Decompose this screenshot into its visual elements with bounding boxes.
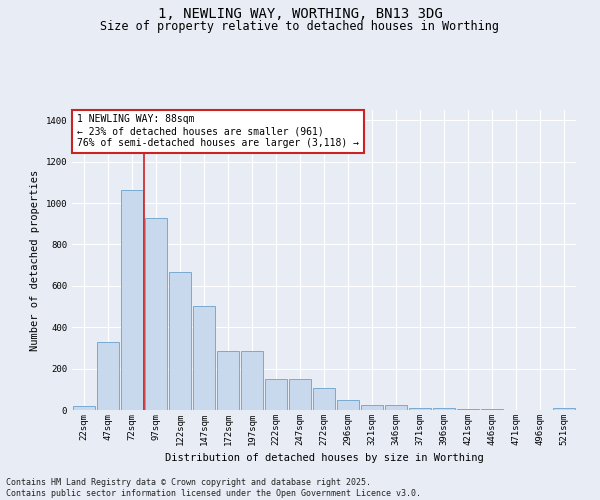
Bar <box>97 342 119 410</box>
Bar <box>313 388 335 410</box>
Bar <box>481 409 503 410</box>
Text: Size of property relative to detached houses in Worthing: Size of property relative to detached ho… <box>101 20 499 33</box>
Bar <box>361 406 383 410</box>
Bar <box>169 272 191 410</box>
Bar <box>433 408 455 410</box>
Bar <box>553 408 575 410</box>
Bar <box>457 409 479 410</box>
Bar <box>145 218 167 410</box>
Bar <box>385 406 407 410</box>
Y-axis label: Number of detached properties: Number of detached properties <box>30 170 40 350</box>
Bar <box>121 190 143 410</box>
Bar <box>193 306 215 410</box>
Bar <box>289 379 311 410</box>
Text: 1 NEWLING WAY: 88sqm
← 23% of detached houses are smaller (961)
76% of semi-deta: 1 NEWLING WAY: 88sqm ← 23% of detached h… <box>77 114 359 148</box>
Bar <box>217 351 239 410</box>
Bar <box>409 408 431 410</box>
X-axis label: Distribution of detached houses by size in Worthing: Distribution of detached houses by size … <box>164 454 484 464</box>
Bar <box>73 406 95 410</box>
Bar <box>241 351 263 410</box>
Bar <box>265 379 287 410</box>
Text: 1, NEWLING WAY, WORTHING, BN13 3DG: 1, NEWLING WAY, WORTHING, BN13 3DG <box>158 8 442 22</box>
Bar <box>337 400 359 410</box>
Text: Contains HM Land Registry data © Crown copyright and database right 2025.
Contai: Contains HM Land Registry data © Crown c… <box>6 478 421 498</box>
